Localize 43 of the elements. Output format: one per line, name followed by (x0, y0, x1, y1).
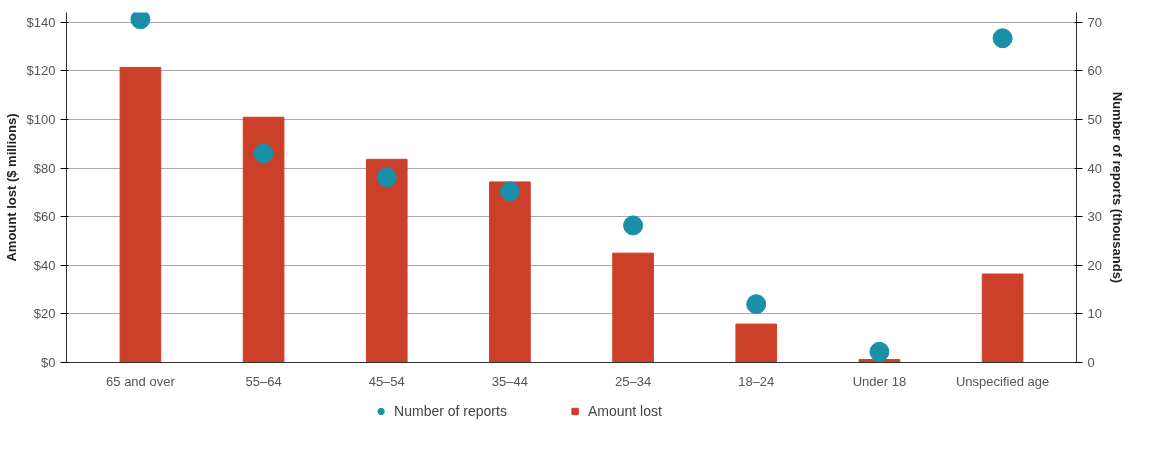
bar (242, 116, 285, 363)
x-tick-label: Unspecified age (955, 373, 1050, 389)
x-tick-label: Under 18 (852, 373, 907, 389)
bar (119, 66, 162, 363)
bar (489, 181, 531, 363)
x-tick-label: 55–64 (245, 373, 282, 389)
x-tick-label: 18–24 (738, 373, 775, 389)
point (499, 181, 520, 202)
x-tick-label: 45–54 (368, 373, 405, 389)
y2-tick-label: 50 (1087, 111, 1102, 127)
bar (612, 252, 654, 363)
point (869, 341, 890, 362)
y2-tick-label: 0 (1087, 355, 1095, 370)
point (253, 143, 274, 164)
y-tick-label: $100 (26, 111, 56, 127)
y2-tick-label: 60 (1087, 63, 1102, 79)
y-tick-label: $60 (33, 209, 56, 225)
legend-label: Number of reports (394, 403, 507, 419)
point (992, 28, 1013, 49)
point (623, 215, 644, 236)
bar (735, 323, 778, 363)
y2-axis-title: Number of reports (thousands) (1109, 91, 1125, 284)
y-tick-label: $40 (33, 257, 56, 273)
point (130, 12, 151, 30)
point (376, 167, 397, 188)
y2-tick-label: 20 (1087, 257, 1102, 273)
y2-tick-label: 70 (1087, 14, 1102, 30)
bar (365, 158, 408, 363)
y-tick-label: $0 (41, 355, 56, 370)
x-tick-label: 65 and over (106, 373, 176, 389)
y-tick-label: $140 (26, 14, 56, 30)
x-tick-label: 25–34 (615, 373, 652, 389)
legend-label: Amount lost (587, 403, 662, 419)
x-tick-label: 35–44 (491, 373, 528, 389)
y-tick-label: $80 (33, 160, 56, 176)
y-tick-label: $120 (26, 63, 56, 79)
bar (981, 273, 1024, 363)
y2-tick-label: 10 (1087, 306, 1102, 322)
y-axis-title: Amount lost ($ millions) (3, 113, 19, 262)
y2-tick-label: 30 (1087, 209, 1102, 225)
y-tick-label: $20 (33, 306, 56, 322)
point (746, 294, 767, 315)
y2-tick-label: 40 (1087, 160, 1102, 176)
